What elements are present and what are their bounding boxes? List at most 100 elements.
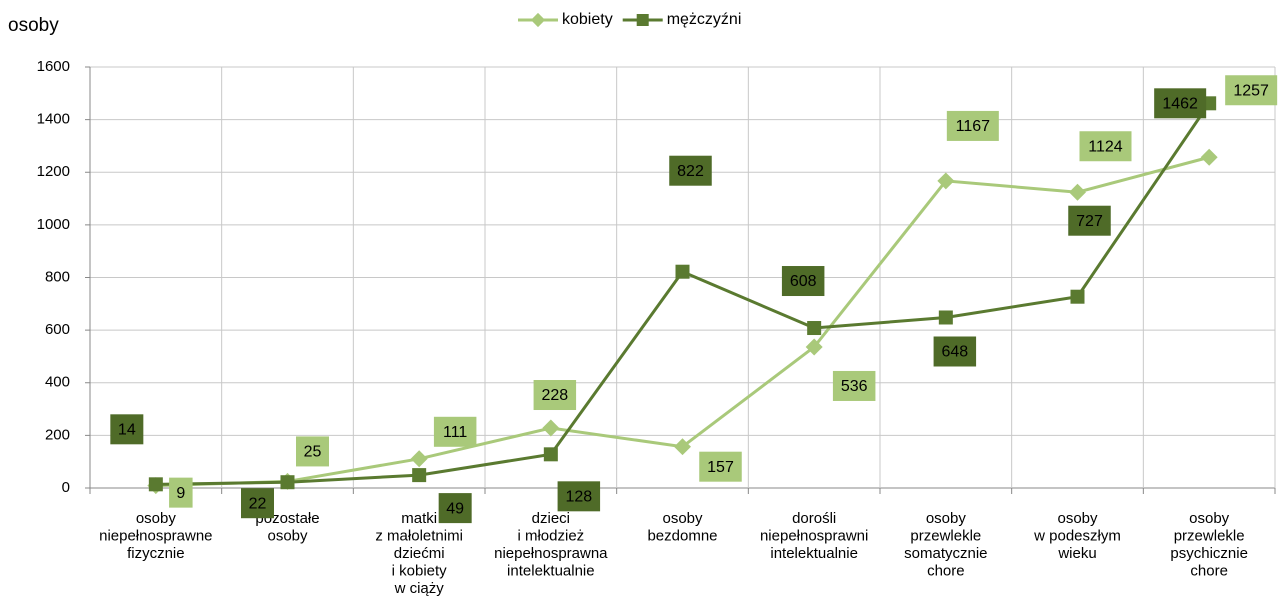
x-tick-label-line: dorośli <box>792 510 836 527</box>
data-label-box <box>1154 88 1207 119</box>
data-label: 157 <box>707 459 734 476</box>
data-label-box <box>1068 205 1111 236</box>
y-tick-label: 400 <box>45 374 70 391</box>
marker <box>543 447 558 462</box>
x-tick-label-line: psychicznie <box>1170 545 1248 562</box>
marker <box>1069 183 1086 201</box>
data-label: 111 <box>443 424 467 441</box>
x-tick-label-line: przewlekle <box>1174 527 1245 544</box>
marker <box>412 468 427 483</box>
y-tick-label: 0 <box>62 479 70 496</box>
y-tick-label: 600 <box>45 321 70 338</box>
x-tick-label: osoby bezdomne <box>647 510 717 545</box>
data-label-box <box>1079 131 1132 162</box>
data-label-box <box>433 416 477 447</box>
x-tick-label-line: osoby <box>267 527 308 544</box>
data-label-box <box>699 451 742 482</box>
x-tick-label: osoby przewlekle psychicznie chore <box>1170 510 1248 580</box>
y-tick-label: 800 <box>45 268 70 285</box>
x-tick-label-line: intelektualnie <box>507 562 595 579</box>
data-label-box <box>1225 75 1278 106</box>
legend-label: kobiety <box>562 11 613 28</box>
data-label-box <box>946 110 999 141</box>
data-label-box <box>832 370 876 401</box>
marker <box>542 419 560 437</box>
x-tick-label: dzieci i młodzież niepełnosprawna intelektu… <box>494 510 608 580</box>
x-tick-label-line: dziećmi <box>394 545 445 562</box>
x-tick-label-line: bezdomne <box>647 527 717 544</box>
data-label: 1462 <box>1162 96 1198 113</box>
x-tick-label-line: w ciąży <box>394 580 445 597</box>
marker <box>807 321 822 336</box>
y-tick-label: 1400 <box>37 111 70 128</box>
marker <box>938 310 953 325</box>
data-label: 648 <box>941 344 968 361</box>
y-axis-label: osoby <box>8 15 59 36</box>
legend-marker <box>636 14 649 26</box>
x-tick-label: osoby w podeszłym wieku <box>1033 510 1121 562</box>
x-tick-label-line: fizycznie <box>127 545 185 562</box>
data-label: 22 <box>249 495 267 512</box>
x-tick-label: matki z małoletnimi dziećmi i kobiety w ciąż… <box>375 510 463 597</box>
x-tick-label-line: z małoletnimi <box>375 527 463 544</box>
data-label: 49 <box>446 500 464 517</box>
data-label-box <box>557 481 601 512</box>
y-tick-label: 1200 <box>37 163 70 180</box>
marker <box>148 477 163 492</box>
marker <box>674 438 691 456</box>
data-label: 1124 <box>1088 138 1123 155</box>
x-tick-label-line: matki <box>401 510 437 527</box>
x-tick-label-line: przewlekle <box>910 527 981 544</box>
marker <box>805 338 823 356</box>
data-label-box <box>669 155 712 186</box>
data-label-box <box>296 436 329 467</box>
marker <box>937 172 955 190</box>
data-label-box <box>241 488 274 519</box>
data-label: 228 <box>541 387 568 404</box>
data-label: 1167 <box>956 118 991 135</box>
data-label-box <box>781 266 825 297</box>
x-tick-label-line: chore <box>927 562 965 579</box>
x-tick-label-line: osoby <box>1057 510 1098 527</box>
data-label-box <box>933 336 977 367</box>
y-tick-label: 1000 <box>37 216 70 233</box>
x-tick-label-line: osoby <box>926 510 967 527</box>
x-tick-label-line: i młodzież <box>517 527 584 544</box>
x-tick-label-line: chore <box>1190 562 1228 579</box>
x-tick-label: osoby przewlekle somatycznie chore <box>904 510 987 580</box>
data-label: 822 <box>677 163 704 180</box>
x-tick-label-line: w podeszłym <box>1033 527 1121 544</box>
x-tick-label: dorośli niepełnosprawni intelektualnie <box>760 510 868 562</box>
data-label: 727 <box>1076 213 1103 230</box>
data-label: 536 <box>841 378 868 395</box>
legend-label: mężczyźni <box>667 11 742 28</box>
x-tick-label-line: niepełnosprawne <box>99 527 212 544</box>
x-tick-label: osoby niepełnosprawne fizycznie <box>99 510 212 562</box>
data-label: 1257 <box>1233 82 1269 99</box>
line-series <box>155 155 1210 488</box>
x-tick-label-line: osoby <box>136 510 177 527</box>
marker <box>1070 289 1085 304</box>
data-label: 608 <box>790 273 817 290</box>
x-tick-label-line: niepełnosprawni <box>760 527 868 544</box>
data-label-box <box>169 477 193 508</box>
x-tick-label-line: i kobiety <box>392 562 448 579</box>
legend-marker <box>530 12 546 28</box>
y-tick-label: 200 <box>45 426 70 443</box>
marker <box>410 450 428 468</box>
y-tick-label: 1600 <box>37 58 70 75</box>
data-label-box <box>438 493 472 524</box>
data-label-box <box>533 380 577 411</box>
data-label: 14 <box>118 422 136 439</box>
x-tick-label-line: osoby <box>1189 510 1230 527</box>
marker <box>1200 148 1218 166</box>
x-tick-label-line: somatycznie <box>904 545 987 562</box>
data-label: 25 <box>304 444 322 461</box>
data-label-box <box>110 414 144 445</box>
marker <box>280 475 295 490</box>
x-tick-label-line: niepełnosprawna <box>494 545 608 562</box>
x-tick-label-line: osoby <box>662 510 703 527</box>
data-label: 128 <box>565 489 592 506</box>
x-tick-label-line: intelektualnie <box>770 545 858 562</box>
